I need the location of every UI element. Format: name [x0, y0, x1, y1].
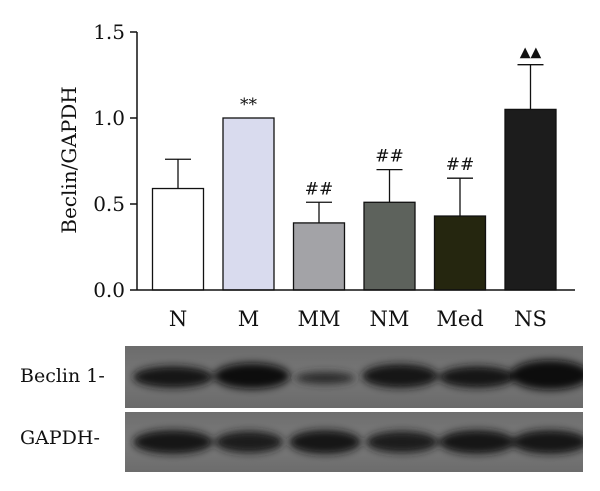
y-tick-label: 1.5 [93, 20, 125, 44]
x-tick-label: N [169, 307, 187, 331]
band [366, 431, 438, 453]
significance-mark: ## [446, 155, 475, 175]
y-tick-label: 0.0 [93, 278, 125, 302]
band [510, 360, 583, 390]
blot-panel-beclin [125, 346, 583, 408]
y-axis-label: Beclin/GAPDH [57, 86, 81, 234]
significance-mark: ** [240, 95, 258, 115]
blot-panel-gapdh [125, 412, 583, 472]
blot-label-beclin: Beclin 1- [20, 365, 105, 387]
significance-mark: ## [375, 147, 404, 167]
x-tick-label: Med [436, 307, 483, 331]
bar-n [151, 187, 205, 291]
bar-chart: 0.00.51.01.5 **#### ##▲▲ N M MM NM Med NS Becl… [57, 20, 575, 331]
bars [151, 108, 557, 291]
band [439, 430, 515, 454]
y-tick-label: 1.0 [93, 106, 125, 130]
bar-m [222, 117, 275, 291]
bar-ns [504, 108, 557, 291]
band [295, 372, 355, 384]
error-bars [165, 64, 544, 223]
x-tick-label: MM [297, 307, 340, 331]
x-tick-label: NM [370, 307, 410, 331]
x-tick-label: M [238, 307, 260, 331]
band [512, 430, 583, 454]
bar-mm [292, 222, 346, 291]
bar-nm [363, 201, 416, 291]
band [133, 366, 213, 388]
significance-mark: ▲▲ [520, 45, 542, 61]
x-axis: N M MM NM Med NS [137, 289, 575, 331]
significance-mark: ## [305, 179, 334, 199]
y-axis: 0.0 0.5 1.0 1.5 [93, 20, 138, 302]
band [362, 364, 438, 388]
band [133, 430, 213, 454]
band [439, 366, 515, 388]
band [214, 363, 290, 389]
band [215, 431, 283, 453]
blot-label-gapdh: GAPDH- [20, 427, 100, 449]
bar-med [433, 215, 487, 291]
annotations: ** ## ## ## ▲▲ [240, 45, 541, 200]
y-tick-label: 0.5 [93, 192, 125, 216]
x-tick-label: NS [514, 307, 547, 331]
band [289, 430, 361, 454]
